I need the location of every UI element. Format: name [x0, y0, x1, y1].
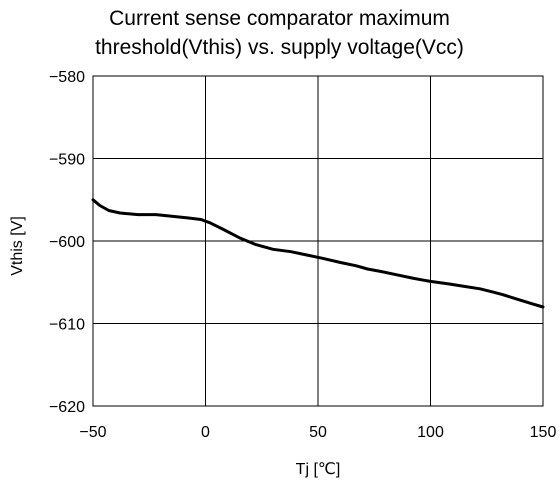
- x-tick-label: −50: [79, 424, 106, 441]
- y-tick-label: −600: [49, 234, 85, 251]
- x-tick-label: 50: [309, 424, 327, 441]
- x-tick-label: 150: [530, 424, 557, 441]
- x-tick-labels: −50 0 50 100 150: [79, 424, 556, 441]
- plot-area-frame: [92, 75, 544, 407]
- y-tick-label: −580: [49, 69, 85, 86]
- series-line: [91, 198, 545, 309]
- chart-title-line-2: threshold(Vthis) vs. supply voltage(Vcc): [95, 36, 464, 59]
- chart-title-line-1: Current sense comparator maximum: [109, 7, 450, 30]
- y-tick-label: −620: [49, 399, 85, 416]
- y-tick-labels: −620 −610 −600 −590 −580: [49, 69, 85, 416]
- x-tick-label: 0: [201, 424, 210, 441]
- x-tick-label: 100: [417, 424, 444, 441]
- y-tick-label: −590: [49, 152, 85, 169]
- series-layer: [91, 198, 545, 309]
- grid-lines: [93, 76, 543, 406]
- y-axis-label: Vthis [V]: [9, 216, 26, 276]
- y-tick-label: −610: [49, 317, 85, 334]
- x-axis-label: Tj [℃]: [296, 461, 341, 478]
